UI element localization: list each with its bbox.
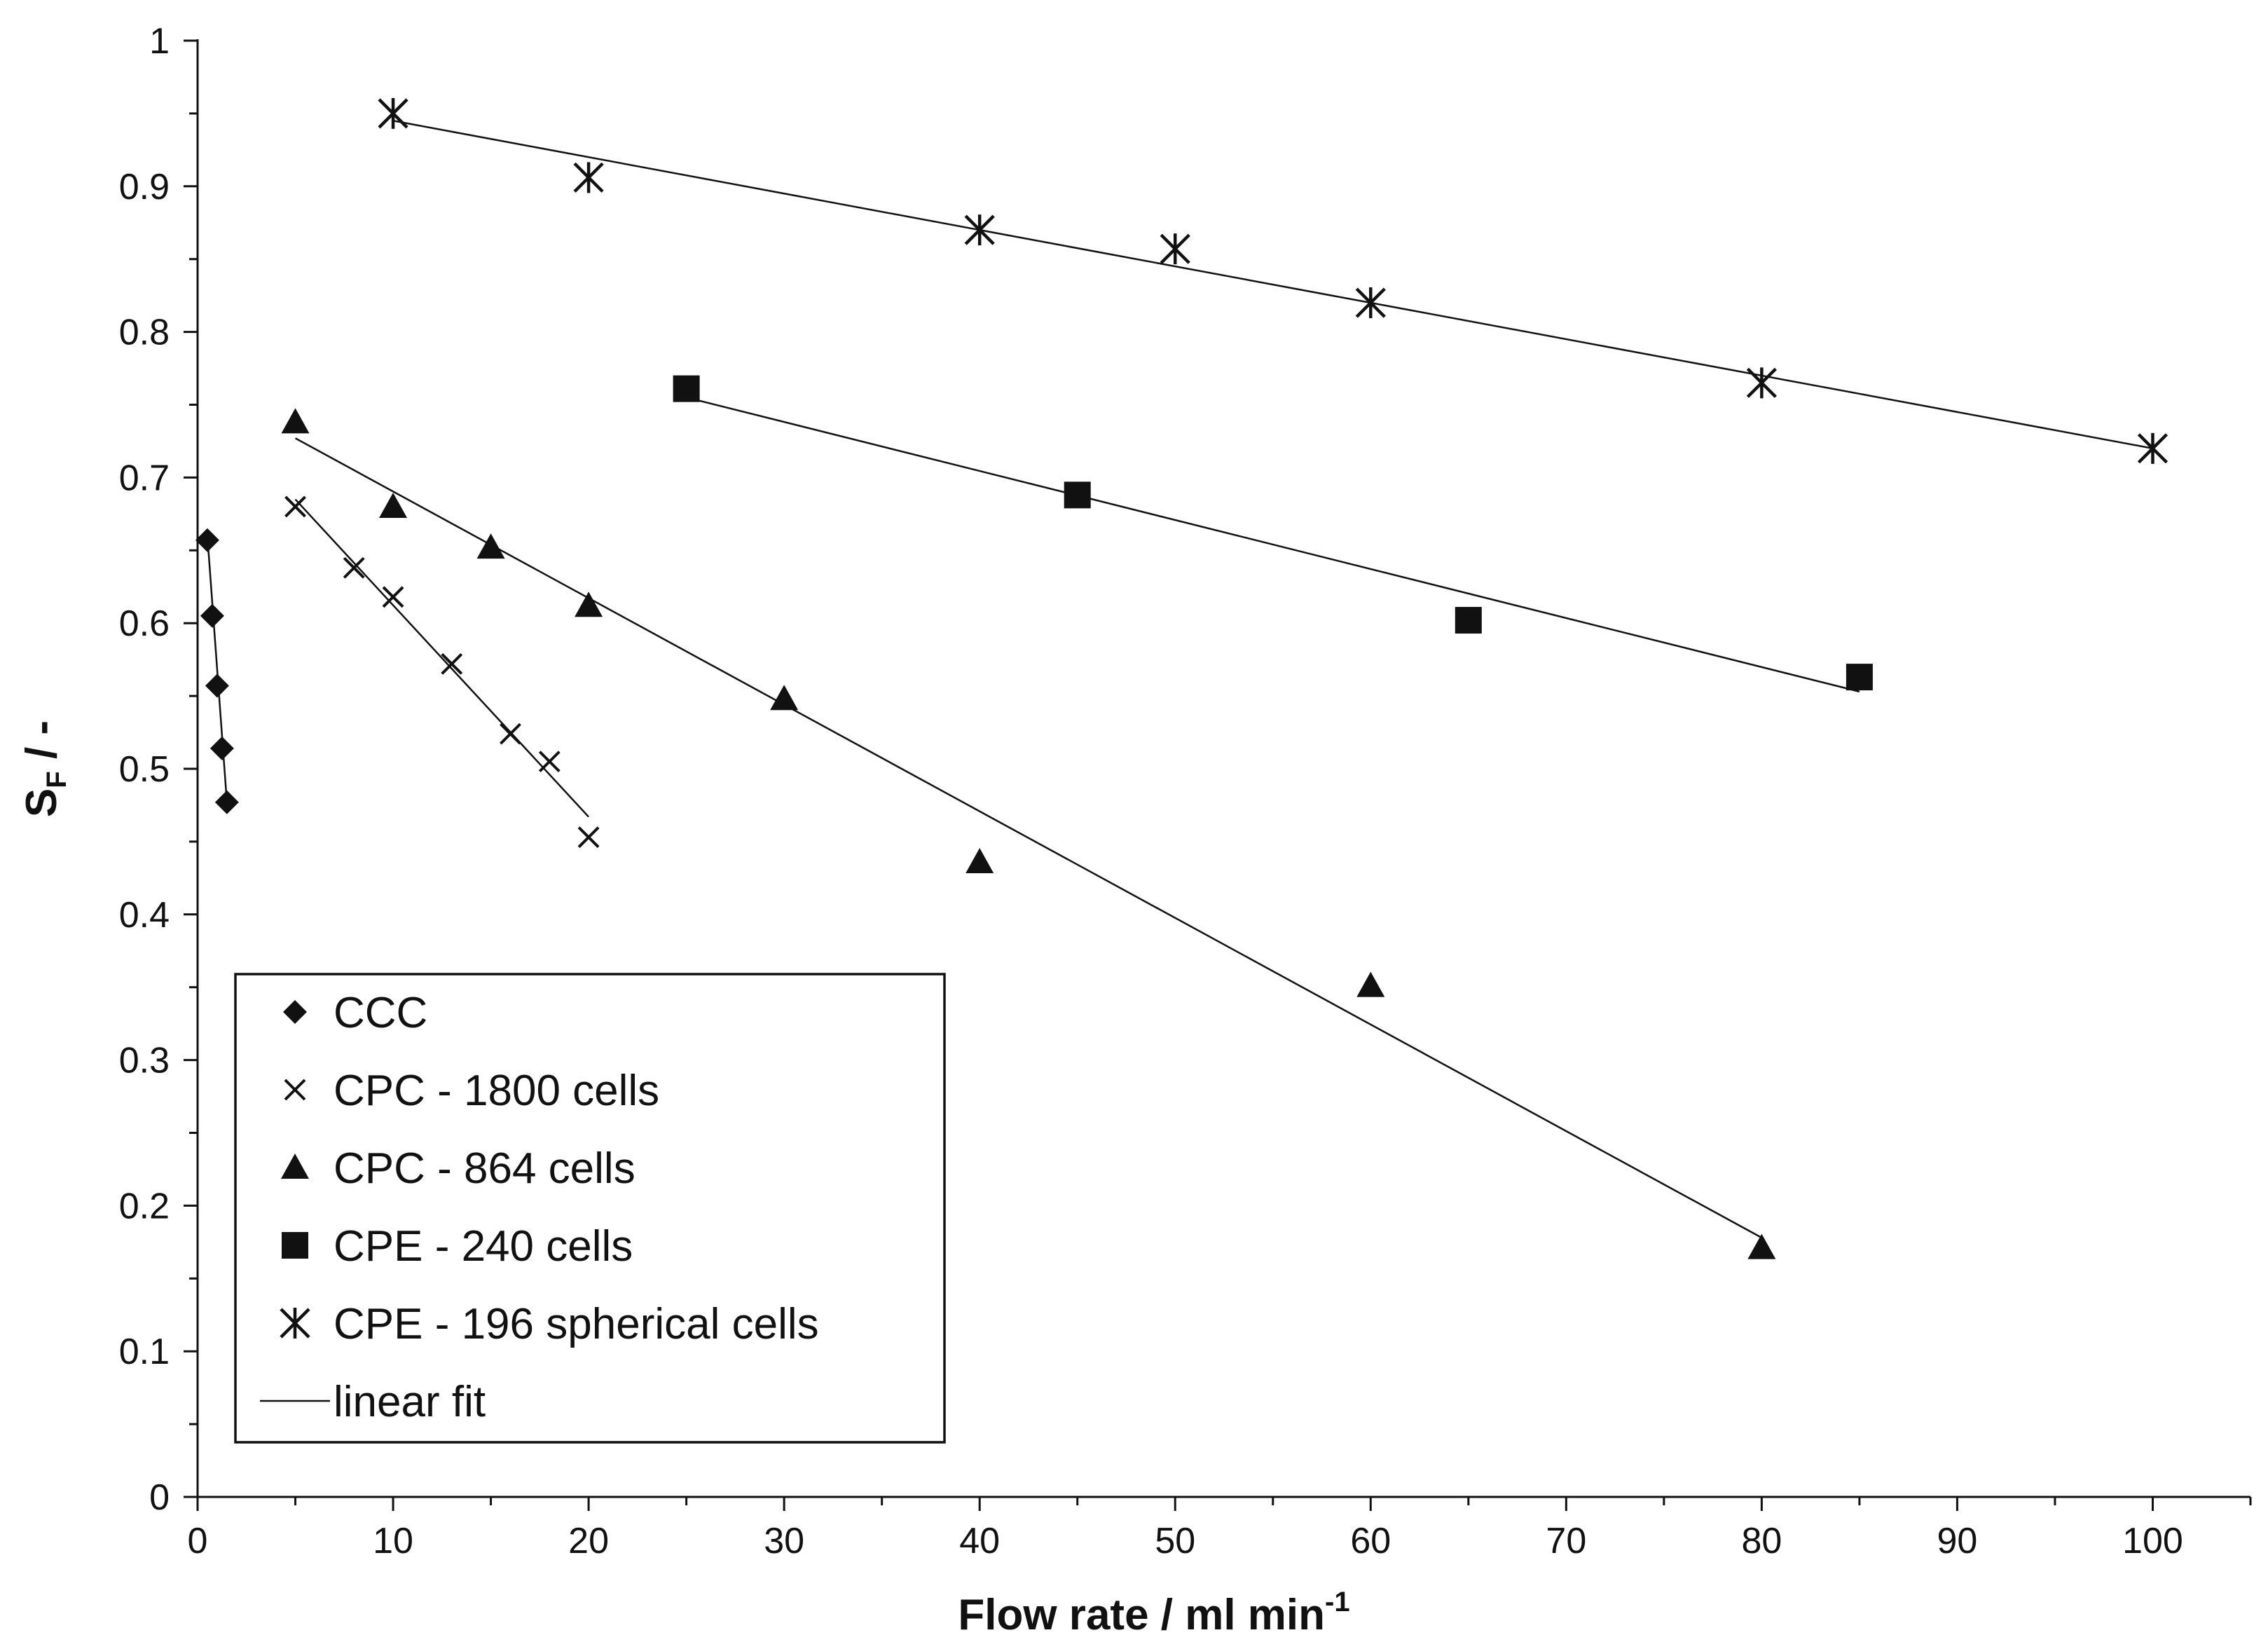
- legend-marker-square: [282, 1232, 308, 1259]
- point-cpe-196-spherical-cells: [1746, 367, 1777, 399]
- x-tick-label: 70: [1546, 1521, 1586, 1561]
- legend-marker-x-stroke: [284, 1079, 306, 1101]
- legend-entry: CPC - 1800 cells: [284, 1067, 659, 1115]
- y-tick-label: 0: [149, 1477, 170, 1518]
- point-cpe-240-cells: [673, 375, 700, 402]
- point-cpc-1800-cells-stroke: [538, 751, 561, 773]
- legend-marker-triangle: [281, 1154, 309, 1179]
- fit-line-cpe-240-cells: [686, 396, 1860, 693]
- point-cpc-1800-cells: [284, 495, 306, 518]
- x-tick-label: 20: [568, 1521, 609, 1561]
- point-cpe-196-spherical-cells: [573, 162, 604, 193]
- point-cpc-864-cells: [281, 408, 310, 434]
- point-cpc-1800-cells-stroke: [284, 495, 306, 518]
- x-tick-label: 80: [1741, 1521, 1782, 1561]
- x-tick-label: 60: [1350, 1521, 1391, 1561]
- legend-entry: CPE - 240 cells: [282, 1222, 633, 1271]
- point-cpc-864-cells: [575, 591, 603, 617]
- legend-marker-diamond: [283, 1000, 307, 1024]
- legend-entry: linear fit: [260, 1378, 486, 1426]
- point-ccc: [209, 736, 234, 760]
- point-cpc-1800-cells: [500, 723, 521, 745]
- x-tick-label: 10: [373, 1521, 413, 1561]
- y-tick-label: 0.2: [119, 1186, 170, 1226]
- y-tick-label: 0.7: [119, 458, 170, 498]
- x-axis-title: Flow rate / ml min-1: [958, 1587, 1349, 1639]
- x-tick-label: 40: [959, 1521, 1000, 1561]
- legend-marker-asterisk: [280, 1308, 310, 1339]
- point-cpc-1800-cells: [382, 586, 404, 608]
- point-cpc-1800-cells-stroke: [382, 586, 404, 608]
- legend-entry: CCC: [283, 989, 427, 1037]
- y-tick-label: 0.1: [119, 1332, 170, 1372]
- y-tick-label: 1: [149, 21, 170, 62]
- x-tick-label: 30: [764, 1521, 804, 1561]
- legend-entry: CPC - 864 cells: [281, 1144, 635, 1193]
- axes: 0 10 20 30 40 50 60 70 80 90 100 0 0.1 0.2 0.3 0.4 0.5 0.…: [119, 21, 2252, 1561]
- point-cpc-864-cells: [379, 492, 408, 518]
- point-cpc-1800-cells: [343, 556, 365, 579]
- point-ccc: [205, 673, 229, 698]
- point-cpe-240-cells: [1064, 481, 1091, 509]
- y-axis-title: SF / -: [18, 720, 72, 817]
- legend-label: linear fit: [334, 1378, 486, 1426]
- x-tick-label: 90: [1937, 1521, 1978, 1561]
- legend-label: CPC - 864 cells: [334, 1144, 635, 1193]
- point-cpc-1800-cells-stroke: [343, 556, 365, 579]
- legend: CCC CPC - 1800 cells CPC - 864 cells CPE - …: [234, 973, 946, 1444]
- point-cpc-864-cells: [770, 685, 799, 711]
- legend-label: CPE - 196 spherical cells: [334, 1300, 819, 1348]
- data-points: [195, 97, 2169, 1259]
- point-cpc-864-cells: [1356, 971, 1385, 997]
- y-tick-label: 0.6: [119, 603, 170, 644]
- point-cpc-1800-cells: [441, 652, 463, 675]
- y-tick-label: 0.4: [119, 895, 170, 936]
- legend-box: [234, 973, 946, 1444]
- fit-lines: [206, 120, 2153, 1239]
- point-cpc-1800-cells-stroke: [441, 652, 463, 675]
- point-cpc-1800-cells-stroke: [577, 826, 600, 849]
- y-tick-label: 0.9: [119, 167, 170, 207]
- point-cpe-196-spherical-cells: [964, 214, 995, 246]
- legend-label: CPC - 1800 cells: [334, 1067, 659, 1115]
- fit-line-cpc-1800-cells: [294, 498, 590, 818]
- legend-label: CCC: [334, 989, 427, 1037]
- fit-line-cpc-864-cells: [294, 437, 1762, 1239]
- point-cpe-240-cells: [1455, 607, 1482, 634]
- fit-line-cpe-196-spherical-cells: [392, 120, 2153, 450]
- point-cpe-196-spherical-cells: [1355, 287, 1386, 319]
- point-cpe-196-spherical-cells: [378, 97, 408, 129]
- x-tick-label: 0: [188, 1521, 208, 1561]
- point-cpc-864-cells: [965, 847, 994, 873]
- point-cpc-864-cells: [476, 533, 505, 559]
- point-cpc-1800-cells-stroke: [500, 723, 521, 745]
- point-cpc-1800-cells: [538, 751, 561, 773]
- point-ccc: [214, 790, 239, 814]
- point-cpc-1800-cells: [577, 826, 600, 849]
- point-cpe-240-cells: [1846, 664, 1873, 691]
- legend-entry: CPE - 196 spherical cells: [280, 1300, 819, 1348]
- point-cpe-196-spherical-cells: [1160, 233, 1190, 265]
- x-tick-label: 100: [2122, 1521, 2183, 1561]
- y-tick-label: 0.3: [119, 1041, 170, 1081]
- legend-label: CPE - 240 cells: [334, 1222, 633, 1271]
- legend-marker-x: [284, 1079, 306, 1101]
- point-cpe-196-spherical-cells: [2137, 432, 2169, 464]
- point-cpc-864-cells: [1747, 1233, 1776, 1259]
- point-ccc: [200, 603, 224, 628]
- point-ccc: [195, 528, 219, 552]
- y-tick-label: 0.8: [119, 313, 170, 353]
- y-tick-label: 0.5: [119, 749, 170, 790]
- x-tick-label: 50: [1155, 1521, 1195, 1561]
